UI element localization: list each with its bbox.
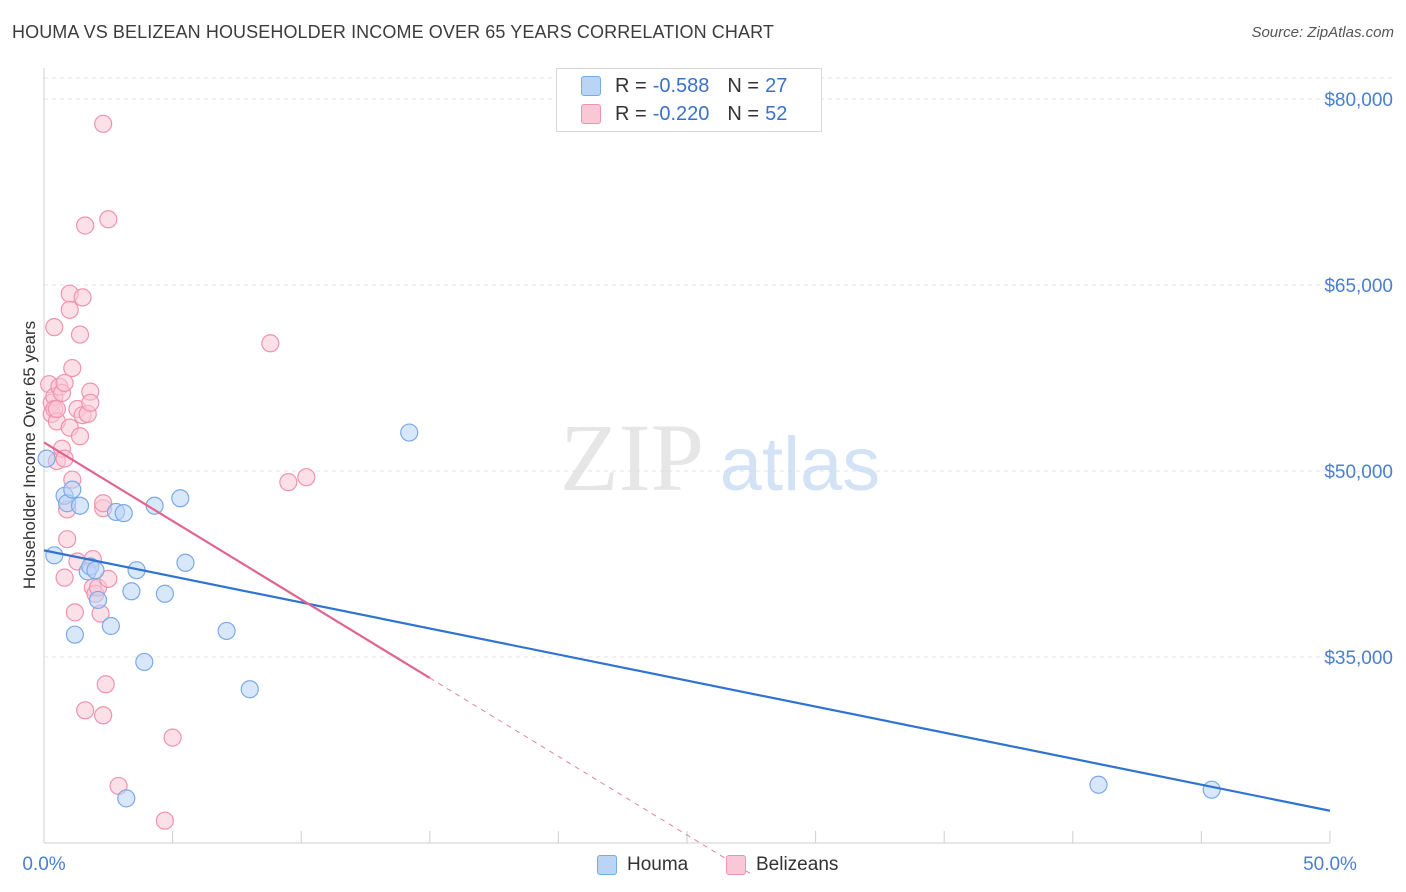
n-value: 27	[765, 74, 788, 97]
bottom-legend-houma[interactable]: Houma	[597, 852, 688, 878]
belizeans-point	[47, 399, 66, 419]
belizeans-point	[60, 300, 79, 319]
belizeans-point	[94, 494, 113, 513]
houma-point	[217, 621, 236, 641]
watermark-atlas: atlas	[720, 422, 881, 507]
source-credit: Source: ZipAtlas.com	[1251, 24, 1394, 41]
houma-legend-label: Houma	[627, 854, 689, 875]
belizeans-point	[81, 393, 100, 412]
belizeans-point	[76, 701, 95, 720]
houma-point	[45, 546, 64, 565]
houma-trendline	[43, 549, 1331, 812]
n-label: N =	[727, 74, 760, 97]
belizeans-legend-label: Belizeans	[756, 854, 839, 875]
n-label: N =	[727, 102, 760, 125]
belizeans-point	[297, 468, 316, 487]
belizeans-point	[73, 288, 92, 307]
houma-point	[114, 504, 133, 523]
r-value: -0.220	[652, 102, 710, 125]
belizeans-point	[55, 449, 74, 468]
bottom-legend-belizeans[interactable]: Belizeans	[726, 852, 838, 878]
y-tick-label: $65,000	[1324, 276, 1393, 297]
belizeans-point	[261, 334, 280, 353]
stats-legend: R = -0.588 N = 27 R = -0.220 N = 52	[556, 68, 822, 132]
belizeans-trendline	[43, 441, 431, 679]
y-tick-label: $50,000	[1324, 462, 1393, 483]
belizeans-point	[63, 358, 82, 378]
r-label: R =	[615, 102, 647, 125]
belizeans-point	[58, 530, 77, 549]
belizeans-point	[155, 811, 174, 830]
houma-legend-swatch	[597, 855, 617, 875]
houma-swatch	[581, 76, 601, 96]
y-tick-label: $80,000	[1324, 90, 1393, 111]
houma-point	[1202, 780, 1221, 799]
houma-point	[1089, 775, 1108, 794]
houma-point	[240, 680, 259, 699]
houma-point	[135, 652, 154, 672]
houma-point	[101, 616, 120, 636]
belizeans-point	[99, 569, 118, 588]
belizeans-point	[55, 373, 74, 393]
houma-point	[171, 489, 190, 508]
belizeans-legend-swatch	[726, 855, 746, 875]
houma-point	[400, 423, 419, 442]
belizeans-trendline-extension	[429, 677, 752, 875]
legend-row-belizeans: R = -0.220 N = 52	[581, 101, 787, 127]
y-tick-label: $35,000	[1324, 648, 1393, 669]
belizeans-point	[65, 603, 84, 622]
belizeans-point	[96, 675, 115, 694]
houma-point	[65, 625, 84, 644]
legend-row-houma: R = -0.588 N = 27	[581, 73, 787, 99]
belizeans-swatch	[581, 104, 601, 124]
houma-point	[176, 553, 195, 572]
belizeans-point	[45, 318, 64, 337]
houma-point	[88, 590, 108, 610]
x-tick-label: 0.0%	[22, 854, 65, 875]
belizeans-point	[279, 473, 298, 492]
belizeans-point	[76, 216, 95, 235]
houma-point	[70, 496, 90, 515]
belizeans-point	[70, 325, 90, 344]
watermark-zip: ZIP	[560, 404, 704, 511]
n-value: 52	[765, 102, 788, 125]
houma-point	[37, 449, 56, 468]
chart-title: HOUMA VS BELIZEAN HOUSEHOLDER INCOME OVE…	[12, 22, 774, 42]
houma-point	[122, 582, 141, 601]
belizeans-point	[70, 427, 90, 446]
r-label: R =	[615, 74, 647, 97]
belizeans-point	[94, 114, 113, 133]
houma-point	[117, 789, 136, 808]
houma-point	[155, 584, 174, 603]
x-tick-label: 50.0%	[1303, 854, 1357, 875]
belizeans-point	[94, 706, 113, 725]
belizeans-point	[99, 210, 118, 229]
houma-point	[86, 561, 105, 580]
belizeans-point	[55, 568, 74, 587]
r-value: -0.588	[652, 74, 710, 97]
belizeans-point	[163, 728, 182, 747]
houma-point	[63, 480, 82, 499]
